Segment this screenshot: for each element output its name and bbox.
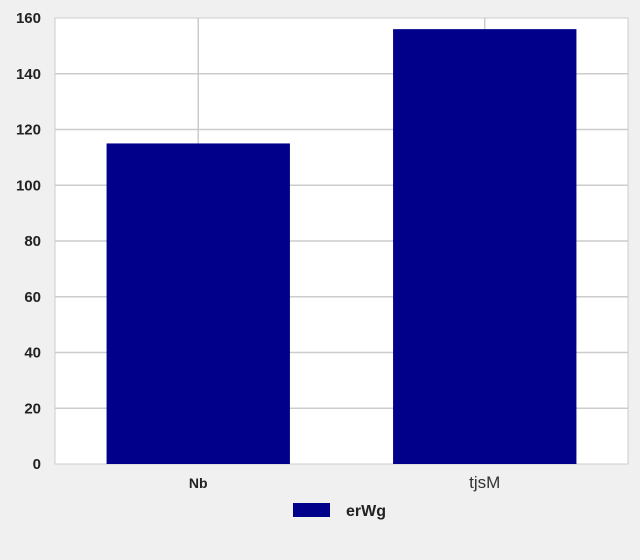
- y-tick-label: 40: [24, 345, 41, 362]
- x-tick-label: Nb: [189, 475, 208, 491]
- bars: [106, 29, 577, 465]
- legend: erWg: [293, 503, 386, 520]
- bar-Nb: [106, 143, 290, 464]
- y-tick-label: 140: [16, 66, 41, 83]
- y-tick-label: 120: [16, 122, 41, 139]
- x-tick-label: tjsM: [469, 473, 500, 492]
- legend-label: erWg: [346, 503, 386, 520]
- y-tick-label: 80: [24, 233, 41, 250]
- y-tick-label: 20: [24, 400, 41, 417]
- y-tick-label: 60: [24, 289, 41, 306]
- y-axis-ticks: 0 20 40 60 80 100 120 140 160: [16, 10, 41, 473]
- legend-swatch: [293, 503, 330, 517]
- y-tick-label: 100: [16, 177, 41, 194]
- y-tick-label: 160: [16, 10, 41, 27]
- y-tick-label: 0: [33, 456, 41, 473]
- x-axis-ticks: Nb tjsM: [189, 473, 500, 492]
- bar-tjsM: [393, 29, 577, 465]
